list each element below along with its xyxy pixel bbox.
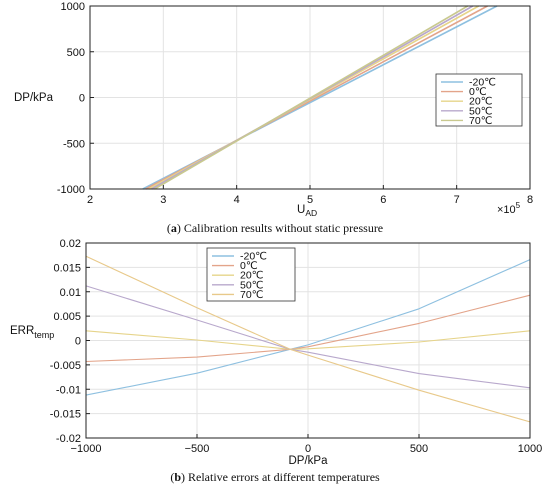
chart-b-legend-label-2: 20℃ <box>240 270 263 282</box>
chart-b-legend-label-1: 0℃ <box>240 260 258 272</box>
chart-b-x-ticks: −1000 −500 0 500 1000 <box>71 434 542 455</box>
chart-a-x-exponent: ×105 <box>497 201 521 216</box>
chart-b-y-tick-label: 0.015 <box>53 262 81 274</box>
chart-b-y-tick-label: -0.02 <box>56 433 81 445</box>
chart-a-y-tick-label: -500 <box>63 138 85 150</box>
chart-a-legend-label-0: -20℃ <box>469 77 496 89</box>
chart-a-legend-label-1: 0℃ <box>469 86 487 98</box>
chart-b-series-line-3 <box>85 285 531 389</box>
chart-b-y-tick-label: -0.015 <box>50 409 81 421</box>
chart-a-y-tick-label: 0 <box>79 93 85 105</box>
chart-a-x-tick-label: 2 <box>87 194 93 206</box>
chart-b-series-line-4 <box>85 255 531 423</box>
chart-b-x-tick-label: 500 <box>410 443 428 455</box>
chart-b-x-tick-label: −500 <box>185 443 210 455</box>
chart-a-legend-entries: -20℃0℃20℃50℃70℃ <box>441 77 496 127</box>
chart-a-legend-label-3: 50℃ <box>469 105 492 117</box>
chart-a-x-tick-label: 7 <box>454 194 460 206</box>
chart-b-series-line-1 <box>85 294 531 363</box>
chart-a-y-tick-label: -1000 <box>57 184 85 196</box>
chart-b-series-line-0 <box>85 259 531 396</box>
chart-b-legend-entries: -20℃0℃20℃50℃70℃ <box>212 251 267 301</box>
chart-b-series <box>85 255 531 423</box>
chart-b-y-tick-label: 0.01 <box>60 287 81 299</box>
chart-a-x-tick-label: 3 <box>160 194 166 206</box>
chart-a-x-tick-label: 4 <box>234 194 240 206</box>
chart-b-y-tick-label: 0.02 <box>60 238 81 250</box>
chart-b-y-tick-label: -0.01 <box>56 384 81 396</box>
chart-a-x-ticks: 2 3 4 5 6 7 8 <box>87 185 533 206</box>
chart-b-x-tick-label: 0 <box>305 443 311 455</box>
chart-a-y-axis-label: DP/kPa <box>14 92 54 104</box>
chart-a-y-ticks: 1000 500 0 -500 -1000 <box>57 1 94 196</box>
chart-a-caption: (a) Calibration results without static p… <box>167 221 383 235</box>
chart-b-y-axis-label: ERRtemp <box>10 325 54 340</box>
chart-b-series-line-2 <box>85 330 531 350</box>
chart-a-y-tick-label: 1000 <box>61 1 85 13</box>
chart-a-x-tick-label: 8 <box>527 194 533 206</box>
chart-b-x-tick-label: −1000 <box>71 443 102 455</box>
chart-b-y-tick-label: 0.005 <box>53 311 81 323</box>
chart-a-x-tick-label: 6 <box>380 194 386 206</box>
chart-a: 2 3 4 5 6 7 8 1000 500 0 -500 -1000 DP/kPa UAD ×10… <box>14 1 533 235</box>
chart-a-series-line-4 <box>154 5 469 190</box>
chart-b-legend-label-4: 70℃ <box>240 289 263 301</box>
chart-b-legend-label-3: 50℃ <box>240 279 263 291</box>
chart-b: −1000 −500 0 500 1000 0.02 0.015 0.01 0.005 0 -0.… <box>10 238 542 484</box>
chart-b-y-tick-label: 0 <box>75 336 81 348</box>
chart-b-gridlines <box>85 242 531 439</box>
chart-b-legend-label-0: -20℃ <box>240 251 267 263</box>
chart-a-x-axis-label: UAD <box>297 204 317 218</box>
chart-b-legend: -20℃0℃20℃50℃70℃ <box>206 247 296 302</box>
chart-a-x-tick-label: 5 <box>307 194 313 206</box>
chart-a-legend-label-4: 70℃ <box>469 115 492 127</box>
chart-b-x-axis-label: DP/kPa <box>289 455 329 467</box>
chart-a-legend: -20℃0℃20℃50℃70℃ <box>435 73 523 127</box>
chart-b-y-ticks: 0.02 0.015 0.01 0.005 0 -0.005 -0.01 -0.015 -0.0… <box>50 238 90 445</box>
chart-b-x-tick-label: 1000 <box>518 443 542 455</box>
chart-b-caption: (b) Relative errors at different tempera… <box>170 470 380 484</box>
chart-a-legend-label-2: 20℃ <box>469 96 492 108</box>
chart-a-y-tick-label: 500 <box>67 47 85 59</box>
chart-a-series <box>142 5 498 190</box>
chart-b-y-tick-label: -0.005 <box>50 360 81 372</box>
